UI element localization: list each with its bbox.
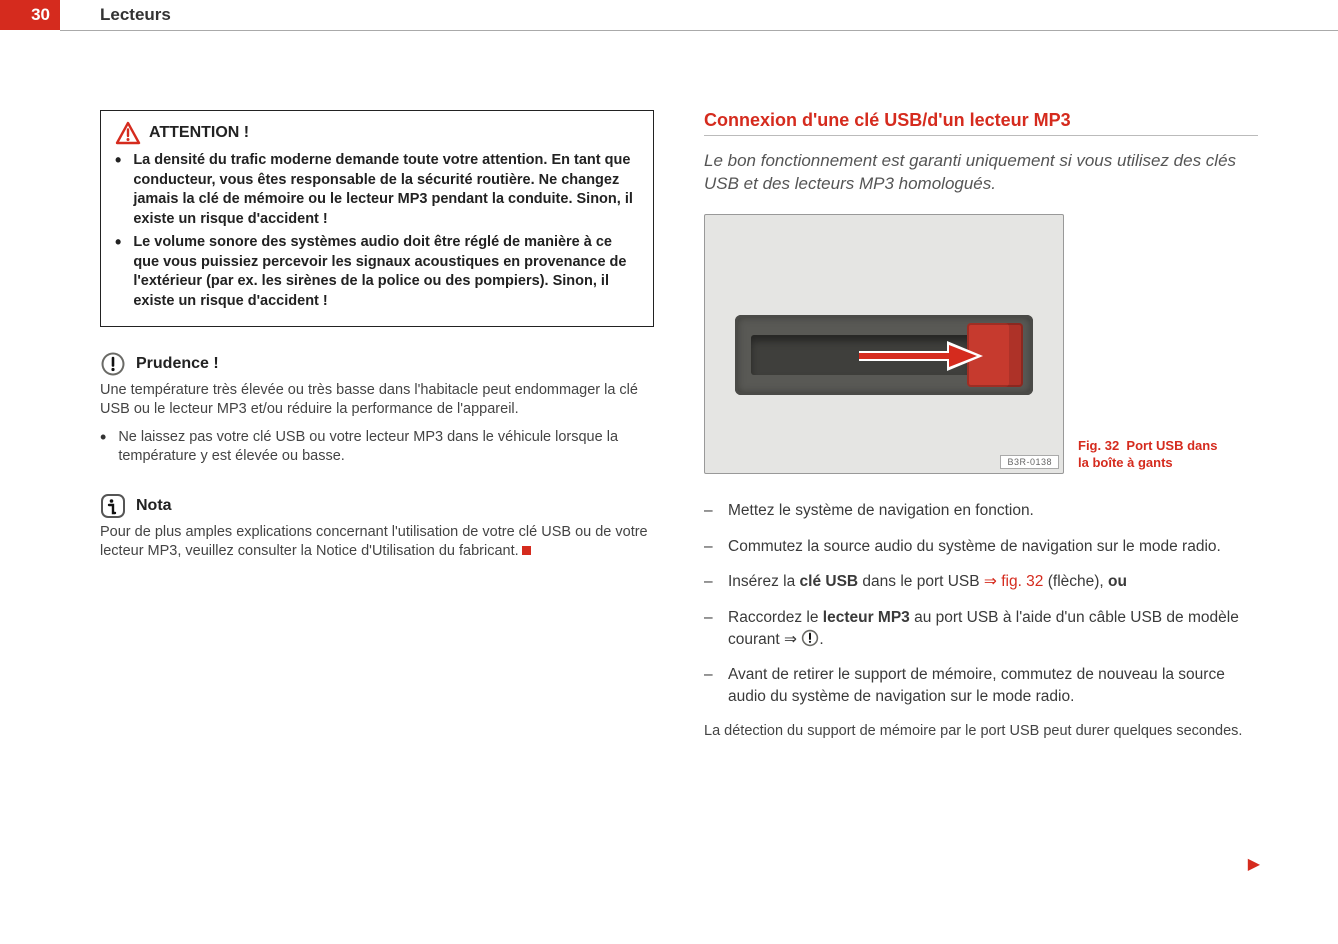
dash-icon: –: [704, 664, 716, 707]
figure-code: B3R-0138: [1000, 455, 1059, 469]
bullet-dot-icon: •: [100, 428, 106, 467]
step-text: Commutez la source audio du système de n…: [728, 536, 1221, 558]
step-text: Mettez le système de navigation en fonct…: [728, 500, 1034, 522]
dash-icon: –: [704, 571, 716, 593]
usb-slot-inner: [751, 335, 971, 375]
nota-heading: Nota: [100, 493, 654, 519]
nota-label: Nota: [136, 497, 172, 515]
warning-triangle-icon: [115, 121, 141, 145]
step-fragment: Insérez la: [728, 573, 800, 590]
step-item: – Insérez la clé USB dans le port USB ⇒ …: [704, 571, 1258, 593]
footer-note: La détection du support de mémoire par l…: [704, 722, 1258, 742]
attention-bullet-text: La densité du trafic moderne demande tou…: [133, 151, 639, 229]
prudence-bullet: • Ne laissez pas votre clé USB ou votre …: [100, 428, 654, 467]
step-item: – Commutez la source audio du système de…: [704, 536, 1258, 558]
info-icon: [100, 493, 126, 519]
attention-heading: ATTENTION !: [115, 121, 639, 145]
right-column: Connexion d'une clé USB/d'un lecteur MP3…: [704, 110, 1258, 741]
dash-icon: –: [704, 536, 716, 558]
step-bold: clé USB: [800, 573, 859, 590]
nota-text-content: Pour de plus amples explications concern…: [100, 524, 648, 560]
header-rule: [60, 30, 1338, 31]
nota-block: Nota Pour de plus amples explications co…: [100, 493, 654, 562]
figure-wrap: B3R-0138 Fig. 32 Port USB dans la boîte …: [704, 214, 1258, 474]
caution-circle-icon: [100, 351, 126, 377]
end-of-section-icon: [522, 546, 531, 555]
subsection-intro: Le bon fonctionnement est garanti unique…: [704, 150, 1258, 196]
step-bold: lecteur MP3: [823, 609, 910, 626]
continue-marker-icon: ▶: [1248, 854, 1260, 874]
prudence-intro: Une température très élevée ou très bass…: [100, 381, 654, 420]
attention-label: ATTENTION !: [149, 124, 249, 142]
figure-caption: Fig. 32 Port USB dans la boîte à gants: [1078, 438, 1228, 474]
bullet-dot-icon: •: [115, 151, 121, 229]
attention-bullet: • Le volume sonore des systèmes audio do…: [115, 233, 639, 311]
step-bold: ou: [1108, 573, 1127, 590]
usb-slot-cap: [967, 323, 1023, 387]
dash-icon: –: [704, 607, 716, 650]
page-number: 30: [0, 0, 60, 30]
step-fragment: dans le port USB: [858, 573, 984, 590]
usb-slot-body: [735, 315, 1033, 395]
subsection-heading: Connexion d'une clé USB/d'un lecteur MP3: [704, 110, 1258, 136]
figure-ref: Fig. 32: [1078, 438, 1119, 453]
step-item: – Raccordez le lecteur MP3 au port USB à…: [704, 607, 1258, 650]
step-list: – Mettez le système de navigation en fon…: [704, 500, 1258, 708]
step-fragment: Raccordez le: [728, 609, 823, 626]
section-title: Lecteurs: [60, 0, 171, 30]
prudence-label: Prudence !: [136, 355, 219, 373]
step-fragment: (flèche),: [1043, 573, 1108, 590]
step-item: – Avant de retirer le support de mémoire…: [704, 664, 1258, 707]
nota-text: Pour de plus amples explications concern…: [100, 523, 654, 562]
step-text: Insérez la clé USB dans le port USB ⇒ fi…: [728, 571, 1127, 593]
prudence-block: Prudence ! Une température très élevée o…: [100, 351, 654, 467]
step-text: Raccordez le lecteur MP3 au port USB à l…: [728, 607, 1258, 650]
caution-circle-icon: [801, 629, 819, 647]
attention-box: ATTENTION ! • La densité du trafic moder…: [100, 110, 654, 327]
bullet-dot-icon: •: [115, 233, 121, 311]
left-column: ATTENTION ! • La densité du trafic moder…: [100, 110, 654, 741]
step-item: – Mettez le système de navigation en fon…: [704, 500, 1258, 522]
prudence-bullet-text: Ne laissez pas votre clé USB ou votre le…: [118, 428, 654, 467]
prudence-heading: Prudence !: [100, 351, 654, 377]
figure-crossref: ⇒ fig. 32: [984, 573, 1044, 590]
content-columns: ATTENTION ! • La densité du trafic moder…: [0, 30, 1338, 741]
step-text: Avant de retirer le support de mémoire, …: [728, 664, 1258, 707]
page-header: 30 Lecteurs: [0, 0, 1338, 30]
attention-bullet: • La densité du trafic moderne demande t…: [115, 151, 639, 229]
figure-usb-port: B3R-0138: [704, 214, 1064, 474]
attention-bullet-text: Le volume sonore des systèmes audio doit…: [133, 233, 639, 311]
step-fragment: .: [819, 631, 823, 648]
dash-icon: –: [704, 500, 716, 522]
